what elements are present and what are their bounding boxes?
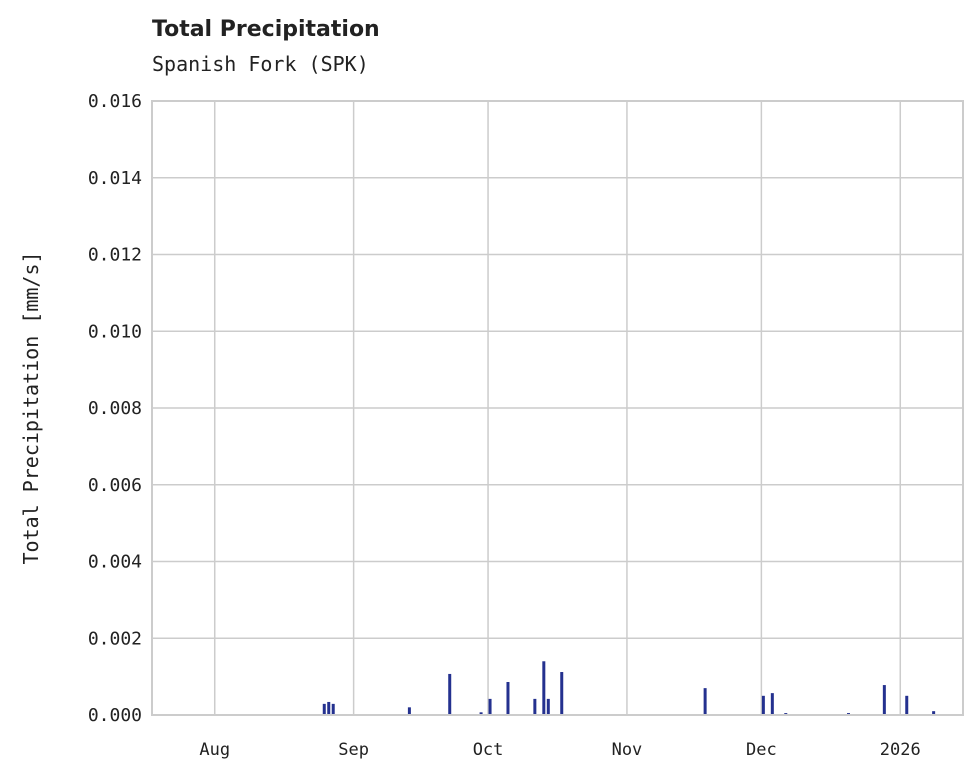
precip-bar [322,703,326,715]
x-tick-label: Sep [338,740,369,760]
x-tick-label: Oct [473,740,504,760]
x-tick-label: 2026 [880,740,921,760]
y-tick-label: 0.008 [88,398,142,419]
y-axis-label: Total Precipitation [mm/s] [19,251,43,564]
precip-bar [932,711,936,715]
x-tick-label: Nov [612,740,643,760]
precip-bar [533,698,537,715]
precip-bar [905,695,909,715]
x-tick-label: Aug [199,740,230,760]
y-tick-label: 0.014 [88,168,142,189]
precip-bar [479,712,483,715]
y-tick-label: 0.012 [88,245,142,266]
precip-bar [882,685,886,715]
chart-title: Total Precipitation [152,17,380,42]
plot-frame [151,100,964,716]
precip-bar [761,695,765,715]
precip-bar [488,698,492,715]
y-tick-label: 0.000 [88,705,142,726]
y-tick-label: 0.004 [88,552,142,573]
y-tick-label: 0.002 [88,628,142,649]
precip-bar [770,693,774,715]
y-tick-label: 0.016 [88,91,142,112]
precip-bar [331,703,335,715]
precip-bar [560,672,564,715]
y-tick-label: 0.006 [88,475,142,496]
x-tick-label: Dec [746,740,777,760]
precip-bar [542,661,546,715]
precip-bar [506,681,510,715]
precip-bar [703,688,707,715]
precip-bar [407,707,411,715]
precip-bar [546,698,550,715]
precip-bar [448,673,452,715]
precip-bar [327,701,331,715]
y-tick-label: 0.010 [88,321,142,342]
chart-subtitle: Spanish Fork (SPK) [152,52,369,76]
